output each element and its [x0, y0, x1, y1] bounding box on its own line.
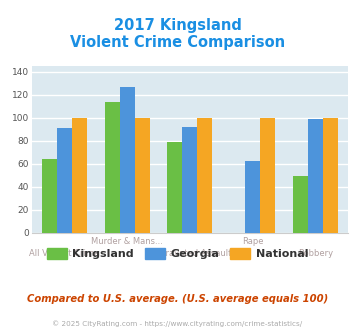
Bar	[120, 87, 135, 233]
Text: Compared to U.S. average. (U.S. average equals 100): Compared to U.S. average. (U.S. average …	[27, 294, 328, 304]
Bar	[182, 127, 197, 233]
Bar	[167, 142, 182, 233]
Bar	[245, 161, 260, 233]
Text: 2017 Kingsland: 2017 Kingsland	[114, 18, 241, 33]
Bar	[105, 102, 120, 233]
Bar	[72, 118, 87, 233]
Bar	[293, 176, 308, 233]
Bar	[42, 159, 57, 233]
Legend: Kingsland, Georgia, National: Kingsland, Georgia, National	[42, 244, 313, 263]
Bar	[57, 128, 72, 233]
Text: Violent Crime Comparison: Violent Crime Comparison	[70, 35, 285, 50]
Bar	[260, 118, 275, 233]
Text: © 2025 CityRating.com - https://www.cityrating.com/crime-statistics/: © 2025 CityRating.com - https://www.city…	[53, 321, 302, 327]
Bar	[197, 118, 213, 233]
Bar	[308, 119, 323, 233]
Bar	[135, 118, 150, 233]
Bar	[323, 118, 338, 233]
